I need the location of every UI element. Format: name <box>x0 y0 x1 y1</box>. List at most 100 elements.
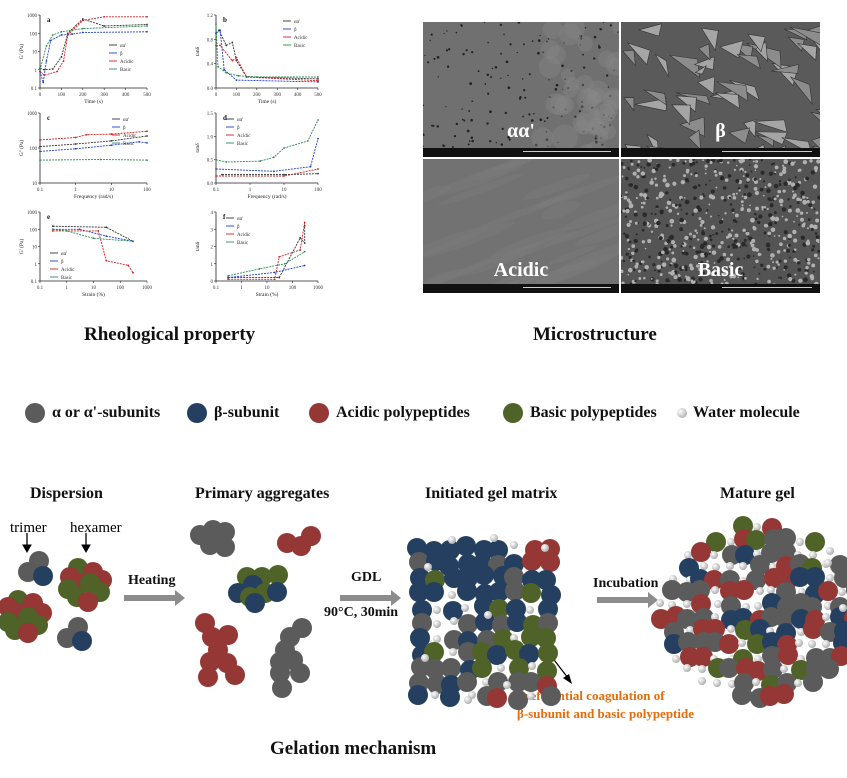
stage-title-dispersion: Dispersion <box>30 485 103 502</box>
data-point <box>215 175 217 177</box>
panel-letter: f <box>223 213 226 221</box>
alpha-subunit <box>802 671 823 692</box>
acidic-polypeptide <box>773 683 794 704</box>
data-point <box>278 255 281 258</box>
series-line-2 <box>39 16 147 76</box>
legend-swatch-acidic <box>309 403 329 423</box>
water-molecule <box>821 640 830 649</box>
legend-entry: Acidic <box>61 268 75 273</box>
alpha-subunit <box>676 608 697 629</box>
series-line-1 <box>52 228 134 242</box>
data-point <box>43 74 46 77</box>
alpha-subunit <box>457 614 478 635</box>
water-molecule <box>797 587 806 596</box>
data-point <box>283 175 285 177</box>
water-molecule <box>668 575 677 584</box>
data-point <box>231 59 234 62</box>
alpha-subunit <box>845 579 847 600</box>
alpha-subunit <box>425 658 446 679</box>
hexamer-label: hexamer <box>70 520 122 536</box>
series-line-1 <box>215 29 319 83</box>
beta-subunit <box>407 685 428 706</box>
water-molecule <box>796 538 805 547</box>
acidic-polypeptide <box>818 580 839 601</box>
data-point <box>45 60 48 62</box>
beta-subunit <box>245 593 265 613</box>
water-molecule <box>683 663 692 672</box>
data-point <box>56 70 59 73</box>
beta-subunit <box>443 600 464 621</box>
legend-entry: Basic <box>237 142 249 147</box>
x-tick-label: 10 <box>109 188 115 193</box>
legend-entry: Basic <box>123 142 135 147</box>
basic-polypeptide <box>268 565 288 585</box>
legend-entry: αα' <box>120 44 126 49</box>
acidic-polypeptide <box>844 607 847 628</box>
water-molecule <box>767 586 776 595</box>
chart-a: 0 100 200 300 400 500 0.1 1 10 100 1000 Time (s) G' … <box>18 14 151 105</box>
acidic-polypeptide <box>487 688 508 709</box>
sem-label: Basic <box>697 259 744 281</box>
basic-polypeptide <box>521 583 542 604</box>
legend-label: β-subunit <box>214 404 280 421</box>
heating-arrow <box>124 590 185 606</box>
data-point <box>283 173 285 176</box>
beta-subunit <box>473 565 494 586</box>
data-point <box>146 30 148 33</box>
water-molecule <box>756 586 765 595</box>
data-point <box>219 29 221 32</box>
sem-image-acidic: Acidic <box>423 159 619 293</box>
y-axis-label: G' (Pa) <box>18 239 25 255</box>
data-point <box>60 30 63 33</box>
data-point <box>215 23 217 26</box>
y-tick-label: 1000 <box>27 14 38 19</box>
data-point <box>146 141 148 144</box>
legend-label: Basic polypeptides <box>530 404 657 421</box>
water-molecule <box>490 534 498 542</box>
water-molecule <box>725 562 734 571</box>
data-point <box>81 19 84 22</box>
y-axis-label: G'' (Pa) <box>18 140 25 157</box>
panel-letter: a <box>47 16 51 24</box>
water-molecule <box>421 654 429 662</box>
water-molecule <box>754 601 763 610</box>
data-point <box>45 45 48 47</box>
water-molecule <box>796 627 805 636</box>
data-point <box>235 79 238 81</box>
data-point <box>74 147 77 150</box>
y-axis-label: tanδ <box>195 46 201 56</box>
legend-entry: αα' <box>294 20 300 25</box>
x-tick-label: 1 <box>66 286 69 291</box>
x-tick-label: 100 <box>233 93 241 98</box>
series-line-0 <box>39 18 148 71</box>
water-molecule <box>430 691 439 700</box>
data-point <box>283 262 286 265</box>
water-molecule <box>711 586 720 595</box>
water-molecule <box>698 665 707 674</box>
water-molecule <box>697 677 706 686</box>
water-molecule <box>839 604 847 612</box>
water-molecule <box>711 562 720 571</box>
water-molecule <box>449 617 458 626</box>
data-point <box>81 27 84 30</box>
alpha-subunit <box>732 684 753 705</box>
alpha-subunit <box>408 552 429 573</box>
beta-subunit <box>439 539 460 560</box>
data-point <box>273 278 276 281</box>
alpha-subunit <box>508 690 529 711</box>
gdl-label: GDL <box>351 570 382 585</box>
chart-c: 0.1 1 10 100 10 100 1000 Frequency (rad/s) G'' (… <box>18 112 151 200</box>
data-point <box>272 170 275 173</box>
y-tick-label: 0.4 <box>207 63 214 68</box>
legend-swatch-beta <box>187 403 207 423</box>
water-molecule <box>713 678 722 687</box>
basic-polypeptide <box>424 642 445 663</box>
x-axis-label: Frequency (rad/s) <box>74 193 113 200</box>
sem-image-basic: Basic <box>621 159 820 293</box>
beta-subunit <box>267 582 287 602</box>
data-point <box>51 68 54 70</box>
data-point <box>227 276 230 279</box>
data-point <box>317 119 319 121</box>
